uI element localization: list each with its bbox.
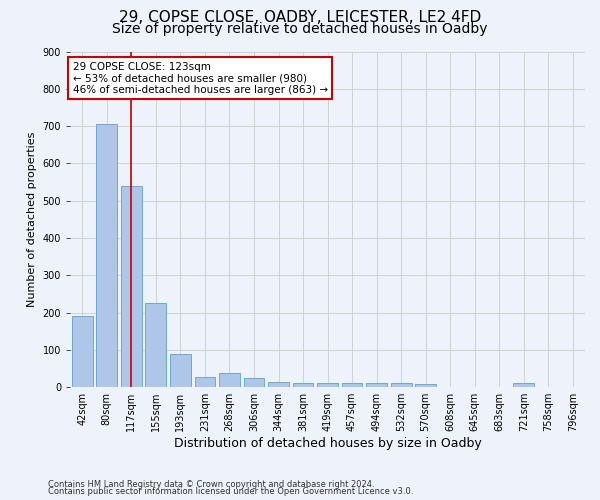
Bar — [219, 374, 240, 387]
Bar — [513, 384, 534, 387]
Bar — [244, 378, 265, 387]
Bar — [121, 186, 142, 387]
Bar — [415, 384, 436, 387]
Bar — [97, 124, 117, 387]
Text: Contains HM Land Registry data © Crown copyright and database right 2024.: Contains HM Land Registry data © Crown c… — [48, 480, 374, 489]
Bar — [170, 354, 191, 387]
Text: 29 COPSE CLOSE: 123sqm
← 53% of detached houses are smaller (980)
46% of semi-de: 29 COPSE CLOSE: 123sqm ← 53% of detached… — [73, 62, 328, 95]
Bar — [268, 382, 289, 387]
Bar — [391, 384, 412, 387]
Bar — [72, 316, 93, 387]
X-axis label: Distribution of detached houses by size in Oadby: Distribution of detached houses by size … — [173, 437, 481, 450]
Y-axis label: Number of detached properties: Number of detached properties — [27, 132, 37, 307]
Bar — [293, 382, 313, 387]
Text: Size of property relative to detached houses in Oadby: Size of property relative to detached ho… — [112, 22, 488, 36]
Bar — [145, 304, 166, 387]
Bar — [341, 382, 362, 387]
Bar — [194, 377, 215, 387]
Bar — [317, 382, 338, 387]
Bar — [366, 384, 387, 387]
Text: Contains public sector information licensed under the Open Government Licence v3: Contains public sector information licen… — [48, 487, 413, 496]
Text: 29, COPSE CLOSE, OADBY, LEICESTER, LE2 4FD: 29, COPSE CLOSE, OADBY, LEICESTER, LE2 4… — [119, 10, 481, 25]
